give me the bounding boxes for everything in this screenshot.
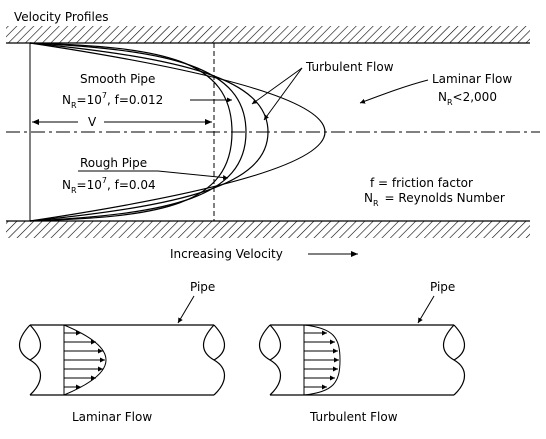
laminar-profile-curve <box>29 42 326 222</box>
turbulent-profile-mid <box>29 42 247 222</box>
laminar-pipe-illustration <box>18 324 226 396</box>
left-pipe-leader <box>177 295 195 324</box>
bottom-pipe-wall <box>6 220 530 238</box>
legend-friction-factor: f = friction factor <box>370 176 473 190</box>
turbulent-pipe-illustration <box>258 324 466 396</box>
right-pipe-label: Pipe <box>430 280 455 294</box>
turbulent-profile-rough <box>29 42 233 222</box>
increasing-velocity-label: Increasing Velocity <box>170 247 283 261</box>
smooth-pipe-label: Smooth Pipe <box>80 72 155 86</box>
velocity-label: V <box>88 115 97 129</box>
rough-pipe-reynolds: NR=107, f=0.04 <box>62 176 156 195</box>
top-pipe-wall <box>6 26 530 44</box>
rough-pipe-leader <box>157 170 229 180</box>
rough-pipe-label: Rough Pipe <box>80 156 147 170</box>
smooth-pipe-reynolds: NR=107, f=0.012 <box>62 91 163 110</box>
legend-reynolds-number: NR = Reynolds Number <box>364 191 505 208</box>
right-pipe-leader <box>417 295 435 324</box>
turbulent-profile-smooth <box>29 42 269 222</box>
title: Velocity Profiles <box>14 10 108 24</box>
turbulent-flow-label: Turbulent Flow <box>305 60 394 74</box>
turbulent-flow-caption: Turbulent Flow <box>309 410 398 424</box>
turbulent-leader-1 <box>251 67 303 105</box>
turbulent-leader-2 <box>263 67 303 121</box>
laminar-flow-reynolds: NR<2,000 <box>438 90 497 107</box>
laminar-flow-caption: Laminar Flow <box>72 410 152 424</box>
laminar-leader <box>359 79 429 104</box>
left-pipe-label: Pipe <box>190 280 215 294</box>
laminar-flow-label: Laminar Flow <box>432 72 512 86</box>
